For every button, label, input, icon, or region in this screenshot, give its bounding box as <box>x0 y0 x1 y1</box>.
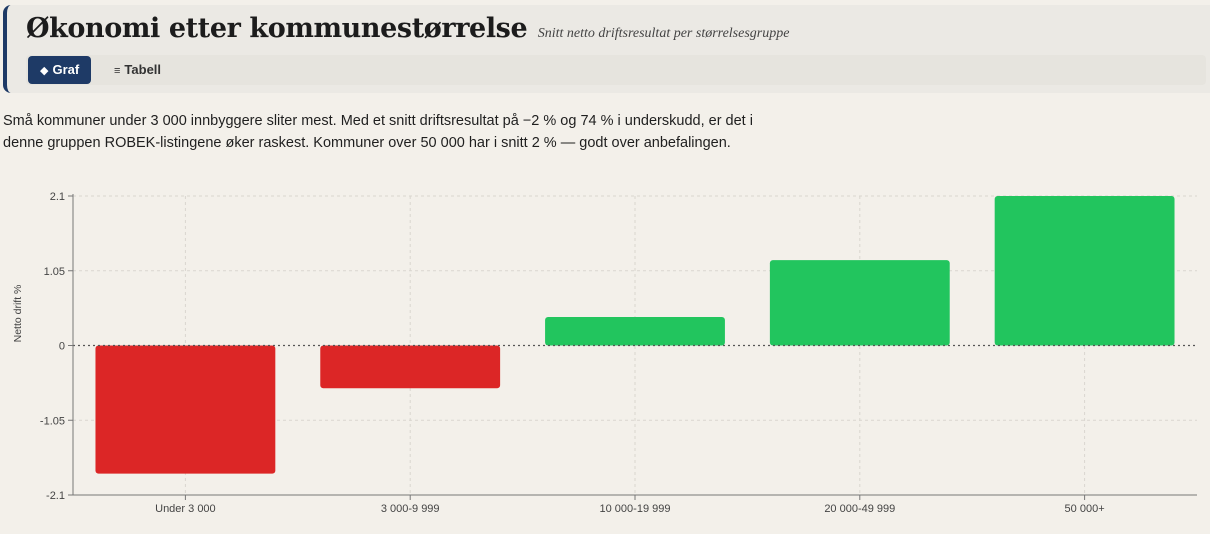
view-tabs: ◆ Graf ≡ Tabell <box>26 55 1206 85</box>
chart-description: Små kommuner under 3 000 innbyggere slit… <box>3 113 753 151</box>
y-tick-label: 2.1 <box>50 191 65 203</box>
bar-chart: 2.1 1.05 0 -1.05 -2.1 Under 3 000 3 000-9 999 1… <box>12 191 1197 515</box>
x-tick-label: 20 000-49 999 <box>824 503 895 515</box>
x-tick-label: 10 000-19 999 <box>600 503 671 515</box>
page-title: Økonomi etter kommunestørrelse <box>26 13 528 44</box>
tab-graf-label: Graf <box>52 62 80 77</box>
x-tick-label: 3 000-9 999 <box>381 503 440 515</box>
bar-negative <box>320 345 501 389</box>
tab-graf[interactable]: ◆ Graf <box>28 56 92 84</box>
page-subtitle: Snitt netto driftsresultat per størrelse… <box>537 26 790 41</box>
list-icon: ≡ <box>114 65 121 77</box>
chart-header: Økonomi etter kommunestørrelse Snitt net… <box>3 5 1210 93</box>
title-row: Økonomi etter kommunestørrelse Snitt net… <box>26 13 789 44</box>
tab-tabell[interactable]: ≡ Tabell <box>102 56 173 84</box>
y-tick-label: 1.05 <box>44 266 65 278</box>
axis-layer <box>68 194 1197 500</box>
bar-positive <box>545 317 725 346</box>
x-tick-label: Under 3 000 <box>155 503 216 515</box>
bar-negative <box>95 345 276 474</box>
y-axis-title: Netto drift % <box>12 285 24 343</box>
bar-positive <box>994 196 1175 346</box>
y-tick-label: 0 <box>59 341 65 353</box>
tab-tabell-label: Tabell <box>124 62 162 77</box>
diamond-icon: ◆ <box>40 65 49 77</box>
x-tick-label: 50 000+ <box>1065 503 1105 515</box>
bar-positive <box>769 260 950 346</box>
y-tick-label: -2.1 <box>46 490 65 502</box>
y-tick-label: -1.05 <box>40 415 65 427</box>
bar-layer <box>95 196 1175 474</box>
label-layer: 2.1 1.05 0 -1.05 -2.1 Under 3 000 3 000-9 999 1… <box>12 191 1105 515</box>
